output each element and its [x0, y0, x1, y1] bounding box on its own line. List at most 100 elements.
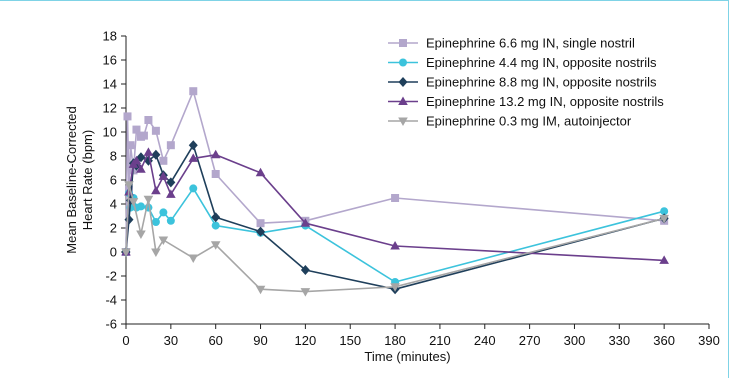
- data-point: [131, 155, 142, 165]
- x-axis-title: Time (minutes): [364, 349, 450, 364]
- y-tick-label: 14: [103, 77, 117, 92]
- y-tick-label: 6: [110, 173, 117, 188]
- data-point: [166, 189, 176, 198]
- data-point: [255, 167, 266, 177]
- data-point: [121, 248, 131, 257]
- data-point: [256, 226, 266, 237]
- data-point: [210, 149, 221, 159]
- data-point: [300, 218, 311, 227]
- legend-label: Epinephrine 8.8 mg IN, opposite nostrils: [426, 75, 657, 90]
- x-tick-label: 240: [474, 333, 496, 348]
- x-tick-label: 120: [295, 333, 317, 348]
- data-point: [211, 212, 221, 223]
- y-axis-title-line: Mean Baseline-Corrected: [64, 106, 79, 253]
- x-tick-label: 0: [122, 333, 129, 348]
- data-point: [188, 140, 198, 151]
- y-tick-label: -4: [105, 293, 117, 308]
- data-point: [159, 156, 168, 165]
- legend-item: Epinephrine 13.2 mg IN, opposite nostril…: [388, 94, 664, 109]
- legend-swatch-marker: [398, 117, 408, 126]
- data-point: [158, 236, 169, 245]
- series-4: [121, 147, 669, 264]
- legend-item: Epinephrine 6.6 mg IN, single nostril: [388, 36, 635, 51]
- x-tick-label: 210: [429, 333, 451, 348]
- y-tick-label: 18: [103, 29, 117, 44]
- legend-label: Epinephrine 4.4 mg IN, opposite nostrils: [426, 55, 657, 70]
- x-tick-label: 390: [698, 333, 720, 348]
- data-point: [300, 265, 310, 275]
- legend-swatch-marker: [399, 58, 407, 67]
- data-point: [143, 147, 154, 156]
- data-point: [188, 254, 199, 263]
- series-line: [125, 90, 665, 253]
- legend-swatch-marker: [398, 96, 408, 105]
- data-point: [211, 221, 220, 230]
- data-point: [391, 194, 400, 202]
- data-point: [159, 208, 168, 217]
- x-tick-label: 330: [608, 333, 630, 348]
- data-point: [151, 126, 160, 135]
- legend-label: Epinephrine 6.6 mg IN, single nostril: [426, 36, 635, 51]
- data-point: [255, 285, 266, 295]
- y-tick-label: 10: [103, 125, 117, 140]
- data-point: [124, 181, 134, 190]
- y-tick-label: -2: [105, 269, 117, 284]
- legend-item: Epinephrine 0.3 mg IM, autoinjector: [388, 114, 632, 129]
- legend-swatch-marker: [398, 77, 408, 87]
- data-point: [123, 112, 132, 121]
- legend: Epinephrine 6.6 mg IN, single nostril Epi…: [388, 36, 664, 129]
- data-point: [136, 202, 145, 211]
- data-point: [158, 171, 169, 180]
- data-point: [151, 248, 161, 257]
- y-tick-label: 16: [103, 53, 117, 68]
- y-tick-label: -6: [105, 317, 117, 332]
- x-tick-label: 60: [208, 333, 222, 348]
- data-point: [136, 152, 146, 163]
- x-tick-label: 270: [519, 333, 541, 348]
- legend-label: Epinephrine 0.3 mg IM, autoinjector: [426, 114, 632, 129]
- legend-item: Epinephrine 4.4 mg IN, opposite nostrils: [388, 55, 657, 70]
- y-tick-label: 4: [110, 197, 117, 212]
- series-3: [121, 140, 669, 295]
- data-point: [139, 131, 148, 140]
- x-tick-label: 90: [253, 333, 267, 348]
- y-tick-label: 2: [110, 221, 117, 236]
- data-point: [151, 185, 161, 195]
- data-point: [166, 177, 176, 188]
- legend-swatch-marker: [399, 39, 407, 47]
- data-point: [211, 170, 220, 178]
- data-point: [166, 216, 175, 225]
- series-line: [125, 144, 665, 291]
- x-tick-label: 300: [564, 333, 586, 348]
- series-line: [125, 187, 665, 283]
- y-tick-label: 8: [110, 149, 117, 164]
- data-point: [256, 219, 265, 228]
- data-point: [143, 195, 154, 205]
- data-point: [151, 149, 161, 160]
- series-5: [121, 181, 669, 297]
- y-tick-label: 0: [110, 245, 117, 260]
- data-point: [151, 218, 160, 226]
- data-point: [136, 164, 146, 173]
- data-point: [659, 214, 669, 224]
- x-tick-label: 180: [384, 333, 406, 348]
- data-point: [128, 198, 139, 207]
- x-tick-label: 30: [164, 333, 178, 348]
- y-axis-title-line: Heart Rate (bpm): [80, 130, 95, 230]
- data-point: [390, 283, 400, 292]
- data-point: [132, 125, 141, 134]
- x-tick-label: 150: [339, 333, 361, 348]
- data-point: [144, 116, 153, 124]
- data-point: [659, 255, 669, 264]
- data-point: [189, 184, 198, 193]
- series-layer: [121, 87, 669, 297]
- y-tick-label: 12: [103, 101, 117, 116]
- data-point: [300, 288, 311, 297]
- data-point: [166, 141, 175, 150]
- legend-item: Epinephrine 8.8 mg IN, opposite nostrils: [388, 75, 657, 90]
- data-point: [188, 153, 199, 162]
- data-point: [136, 230, 146, 239]
